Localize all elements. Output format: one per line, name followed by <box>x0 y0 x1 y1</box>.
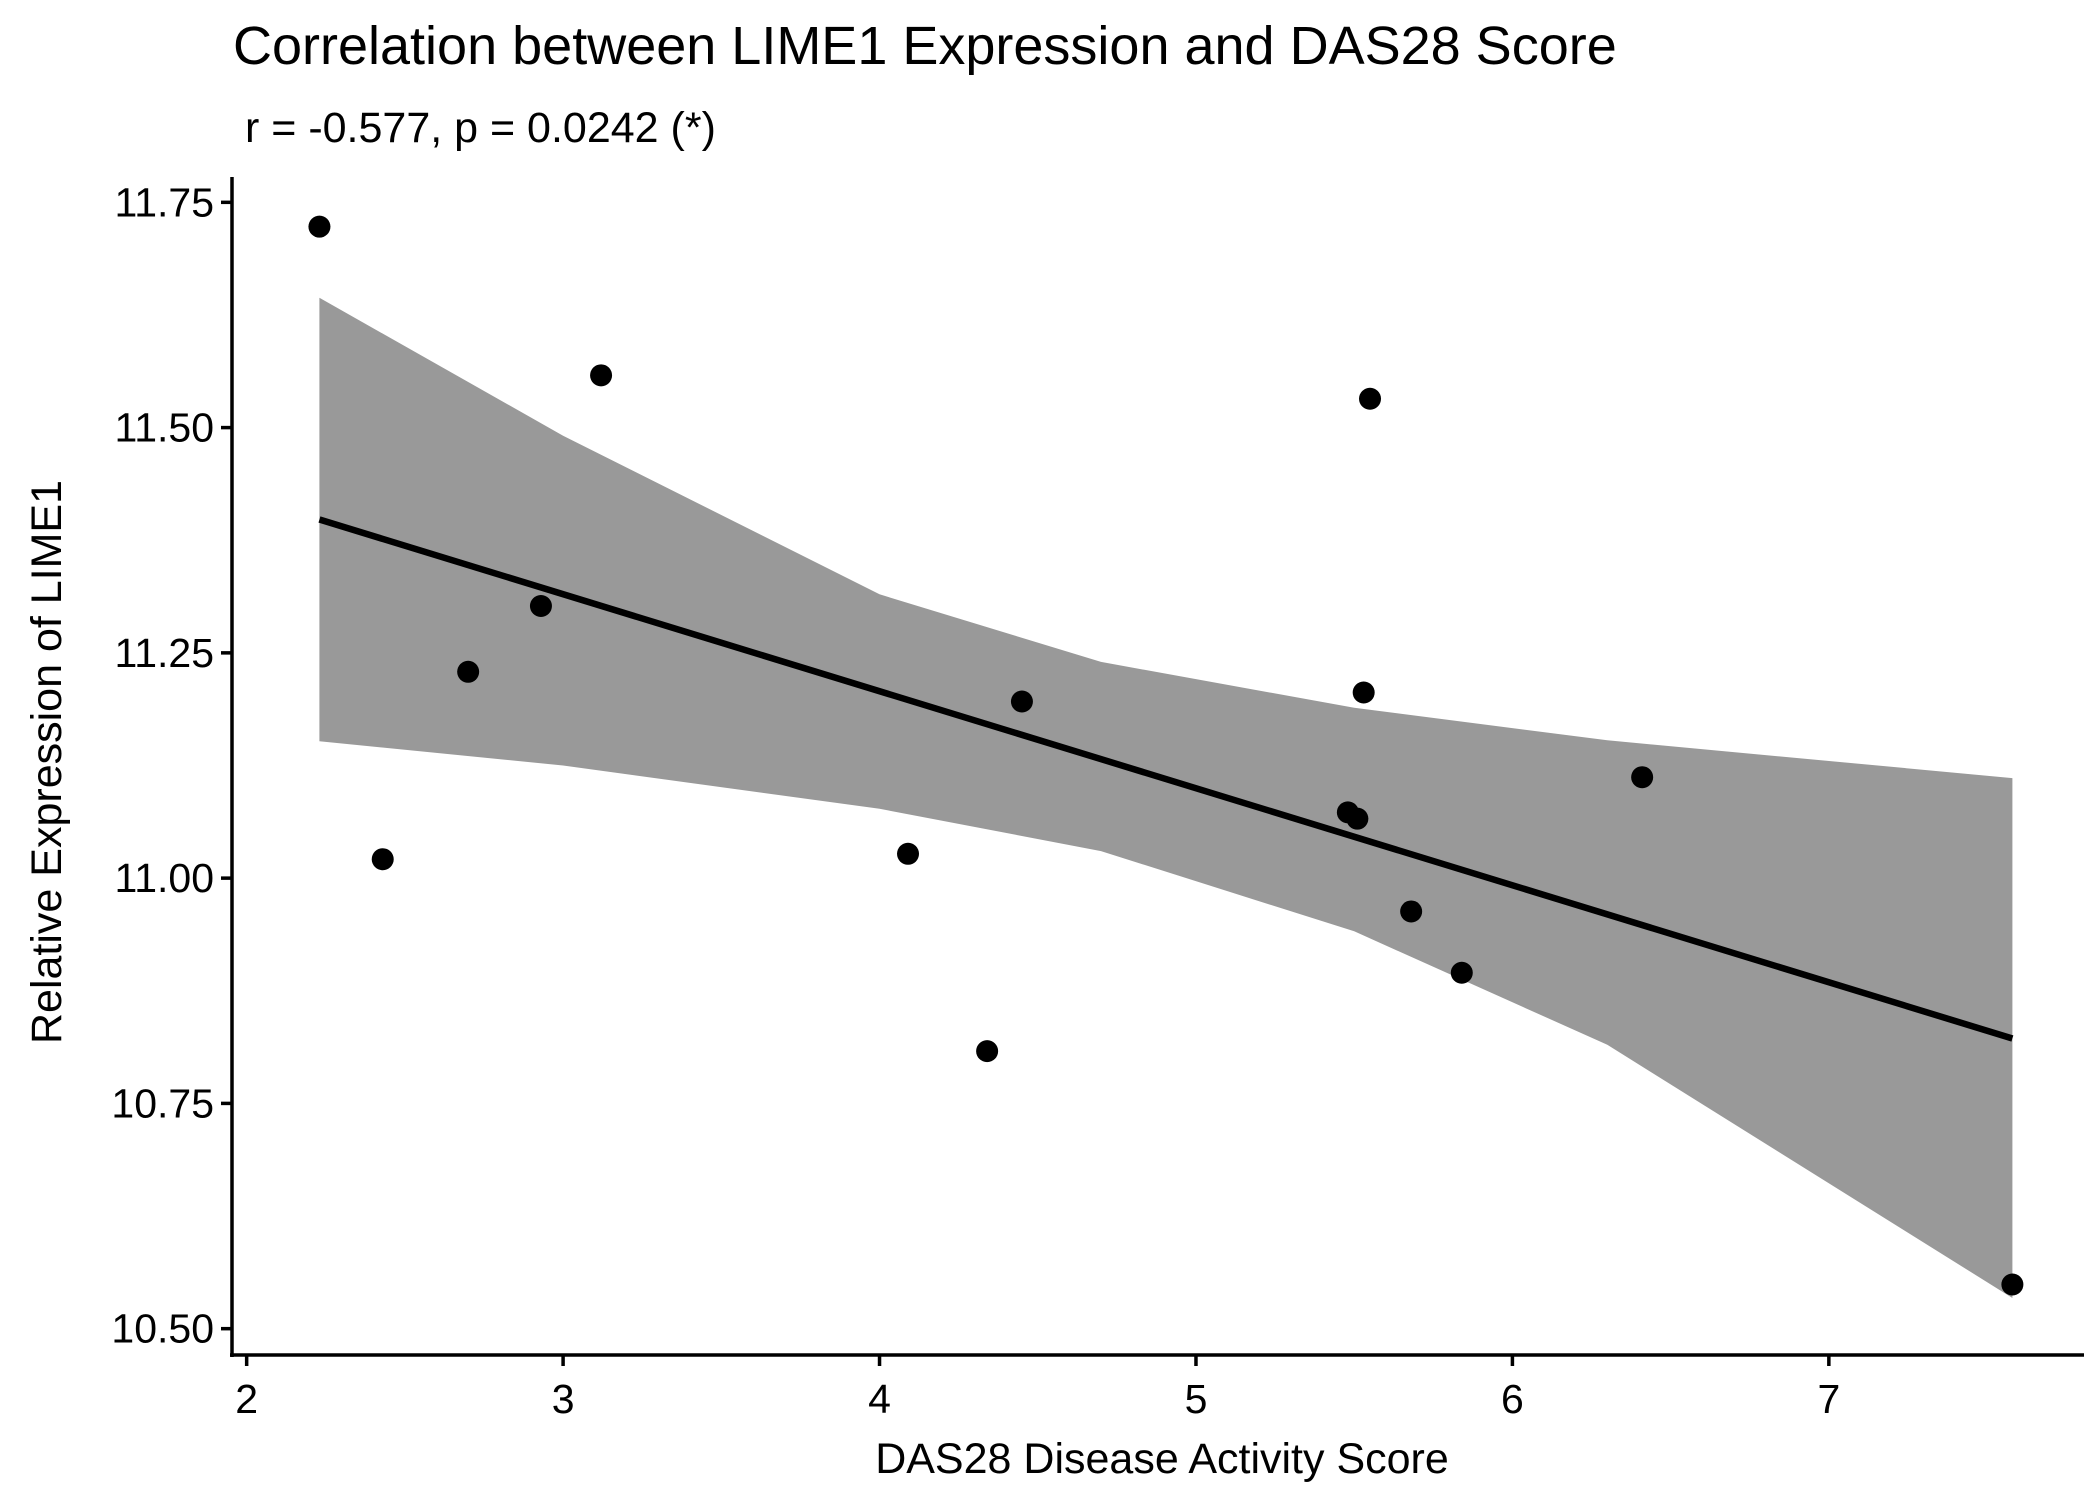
data-point <box>897 842 920 865</box>
x-axis-ticks: 2 3 4 5 6 7 <box>235 1355 1840 1422</box>
y-tick-label: 11.75 <box>114 179 214 225</box>
data-point <box>1352 681 1375 704</box>
x-tick-label: 2 <box>235 1376 258 1422</box>
plot-area <box>308 215 2024 1298</box>
data-point <box>1450 961 1473 984</box>
y-axis-title: Relative Expression of LIME1 <box>23 480 71 1044</box>
x-tick-label: 5 <box>1185 1376 1208 1422</box>
data-points-layer <box>308 215 2024 1296</box>
data-point <box>308 215 331 238</box>
data-point <box>590 364 613 387</box>
y-tick-label: 11.50 <box>114 405 214 451</box>
data-point <box>529 595 552 618</box>
y-tick-label: 10.75 <box>111 1080 214 1126</box>
axes: 2 3 4 5 6 7 10.50 10.75 11.00 11.25 11.50 11.75 <box>111 177 2084 1422</box>
y-axis-ticks: 10.50 10.75 11.00 11.25 11.50 11.75 <box>111 179 232 1352</box>
confidence-band-layer <box>319 297 2013 1298</box>
y-tick-label: 11.25 <box>114 630 214 676</box>
data-point <box>1010 690 1033 713</box>
regression-line <box>318 516 2014 1042</box>
x-tick-label: 7 <box>1817 1376 1840 1422</box>
x-tick-label: 3 <box>552 1376 575 1422</box>
y-tick-label: 10.50 <box>111 1306 214 1352</box>
data-point <box>371 848 394 871</box>
confidence-band <box>319 297 2013 1298</box>
fit-line-layer <box>318 516 2014 1042</box>
data-point <box>457 660 480 683</box>
data-point <box>1346 807 1369 830</box>
data-point <box>2001 1273 2024 1296</box>
chart-subtitle: r = -0.577, p = 0.0242 (*) <box>245 104 716 152</box>
data-point <box>976 1040 999 1063</box>
data-point <box>1631 766 1654 789</box>
data-point <box>1359 387 1382 410</box>
x-tick-label: 6 <box>1501 1376 1524 1422</box>
x-tick-label: 4 <box>868 1376 891 1422</box>
y-tick-label: 11.00 <box>114 855 214 901</box>
chart-title: Correlation between LIME1 Expression and… <box>233 16 1617 76</box>
x-axis-title: DAS28 Disease Activity Score <box>875 1435 1449 1483</box>
data-point <box>1400 900 1423 923</box>
